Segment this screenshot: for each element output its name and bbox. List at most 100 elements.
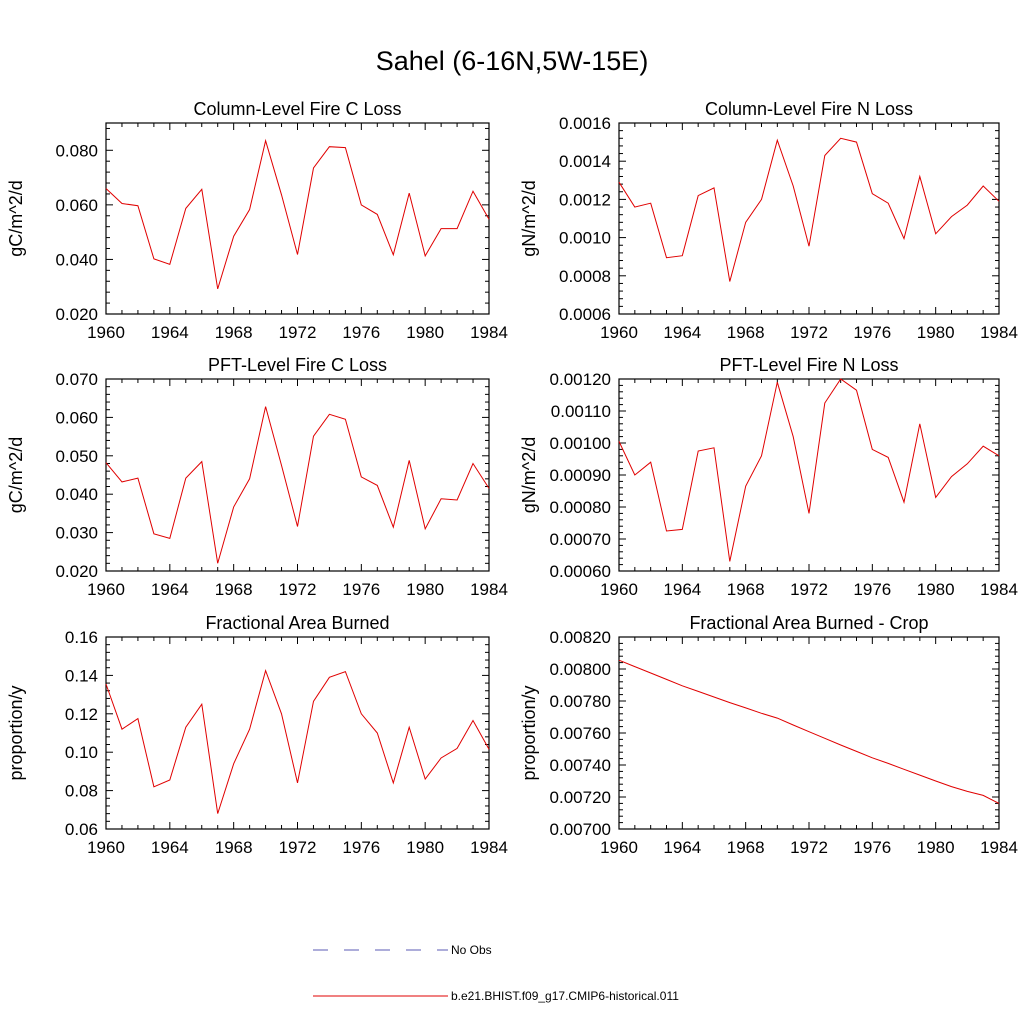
y-axis-label: gC/m^2/d <box>6 180 26 256</box>
y-tick-label: 0.00070 <box>550 530 611 549</box>
x-tick-label: 1980 <box>406 838 444 857</box>
plot-frame <box>105 378 490 572</box>
x-tick-label: 1964 <box>151 580 189 599</box>
x-tick-label: 1980 <box>917 838 955 857</box>
series-line <box>618 137 1000 282</box>
series-line <box>618 659 1000 804</box>
x-tick-label: 1964 <box>663 838 701 857</box>
x-tick-label: 1968 <box>215 580 253 599</box>
series-line <box>105 406 490 564</box>
y-tick-label: 0.14 <box>65 666 98 685</box>
y-tick-label: 0.16 <box>65 628 98 647</box>
x-tick-label: 1972 <box>790 838 828 857</box>
x-tick-label: 1976 <box>853 323 891 342</box>
y-tick-label: 0.050 <box>55 447 98 466</box>
y-tick-label: 0.00120 <box>550 370 611 389</box>
plot-frame <box>105 122 490 315</box>
y-tick-label: 0.00740 <box>550 756 611 775</box>
x-tick-label: 1984 <box>980 323 1018 342</box>
x-tick-label: 1968 <box>727 838 765 857</box>
y-tick-label: 0.0014 <box>559 152 611 171</box>
y-tick-label: 0.00720 <box>550 788 611 807</box>
x-tick-label: 1980 <box>406 323 444 342</box>
x-tick-label: 1960 <box>600 323 638 342</box>
plot-frame <box>105 636 490 830</box>
x-tick-label: 1976 <box>342 323 380 342</box>
y-tick-label: 0.00820 <box>550 628 611 647</box>
x-tick-label: 1972 <box>279 580 317 599</box>
x-tick-label: 1984 <box>470 838 508 857</box>
y-tick-label: 0.040 <box>55 485 98 504</box>
panel-3: 1960 1964 1968 1972 1976 1980 1984 0.020 0.030 0.… <box>6 355 508 599</box>
x-tick-label: 1984 <box>470 323 508 342</box>
x-tick-label: 1972 <box>279 323 317 342</box>
y-tick-label: 0.020 <box>55 305 98 324</box>
y-axis-label: proportion/y <box>6 685 26 780</box>
x-tick-label: 1964 <box>151 838 189 857</box>
plot-frame <box>618 636 1000 830</box>
y-tick-label: 0.040 <box>55 250 98 269</box>
x-tick-label: 1980 <box>917 580 955 599</box>
panel-title: Fractional Area Burned - Crop <box>689 613 928 633</box>
y-tick-label: 0.030 <box>55 524 98 543</box>
y-tick-label: 0.070 <box>55 370 98 389</box>
y-tick-label: 0.00760 <box>550 724 611 743</box>
y-tick-label: 0.12 <box>65 705 98 724</box>
x-tick-label: 1960 <box>87 323 125 342</box>
y-tick-label: 0.0016 <box>559 114 611 133</box>
y-tick-label: 0.0006 <box>559 305 611 324</box>
y-tick-label: 0.06 <box>65 820 98 839</box>
panel-title: Fractional Area Burned <box>205 613 389 633</box>
series-line <box>105 138 490 290</box>
panel-4: 1960 1964 1968 1972 1976 1980 1984 0.00060 0.000… <box>519 355 1018 599</box>
panel-title: Column-Level Fire C Loss <box>193 99 401 119</box>
x-tick-label: 1960 <box>87 838 125 857</box>
panel-5: 1960 1964 1968 1972 1976 1980 1984 0.06 0.08 0.10… <box>6 613 508 857</box>
y-tick-label: 0.10 <box>65 743 98 762</box>
series-line <box>618 378 1000 562</box>
y-axis-label: proportion/y <box>519 685 539 780</box>
x-tick-label: 1964 <box>663 323 701 342</box>
y-axis-label: gN/m^2/d <box>519 437 539 513</box>
x-tick-label: 1980 <box>917 323 955 342</box>
y-tick-label: 0.060 <box>55 408 98 427</box>
y-tick-label: 0.060 <box>55 196 98 215</box>
x-tick-label: 1960 <box>87 580 125 599</box>
y-tick-label: 0.0008 <box>559 267 611 286</box>
y-tick-label: 0.08 <box>65 782 98 801</box>
x-tick-label: 1964 <box>663 580 701 599</box>
y-axis-label: gC/m^2/d <box>6 437 26 513</box>
x-tick-label: 1972 <box>279 838 317 857</box>
x-tick-label: 1972 <box>790 580 828 599</box>
panel-title: PFT-Level Fire C Loss <box>208 355 387 375</box>
y-axis-label: gN/m^2/d <box>519 180 539 256</box>
x-tick-label: 1984 <box>980 580 1018 599</box>
x-tick-label: 1964 <box>151 323 189 342</box>
y-tick-label: 0.00110 <box>551 402 611 421</box>
x-tick-label: 1976 <box>342 580 380 599</box>
x-tick-label: 1984 <box>470 580 508 599</box>
legend: No Obs b.e21.BHIST.f09_g17.CMIP6-historic… <box>313 943 679 1003</box>
x-tick-label: 1960 <box>600 580 638 599</box>
legend-label: b.e21.BHIST.f09_g17.CMIP6-historical.011 <box>451 989 679 1003</box>
panel-title: Column-Level Fire N Loss <box>705 99 913 119</box>
y-tick-label: 0.00060 <box>550 562 611 581</box>
panel-1: 1960 1964 1968 1972 1976 1980 1984 0.020 0.040 0.… <box>6 99 508 342</box>
legend-label: No Obs <box>451 943 492 957</box>
plot-frame <box>618 378 1000 572</box>
plot-frame <box>618 122 1000 315</box>
series-line <box>105 668 490 814</box>
y-tick-label: 0.00800 <box>550 660 611 679</box>
panel-2: 1960 1964 1968 1972 1976 1980 1984 0.0006 0.0008… <box>519 99 1018 342</box>
x-tick-label: 1976 <box>853 580 891 599</box>
x-tick-label: 1960 <box>600 838 638 857</box>
figure-title: Sahel (6-16N,5W-15E) <box>375 46 649 76</box>
y-tick-label: 0.080 <box>55 141 98 160</box>
y-tick-label: 0.00700 <box>550 820 611 839</box>
x-tick-label: 1968 <box>215 838 253 857</box>
panel-title: PFT-Level Fire N Loss <box>719 355 898 375</box>
x-tick-label: 1968 <box>727 323 765 342</box>
y-tick-label: 0.020 <box>55 562 98 581</box>
y-tick-label: 0.0010 <box>559 229 611 248</box>
